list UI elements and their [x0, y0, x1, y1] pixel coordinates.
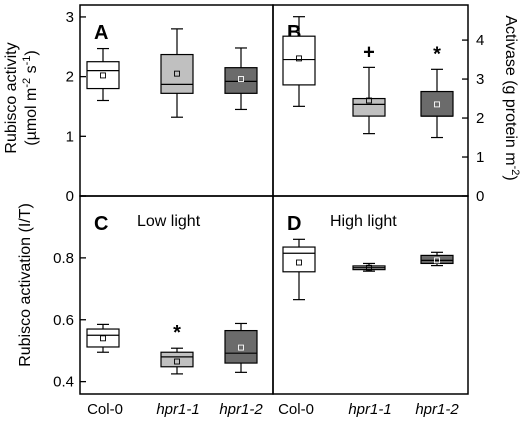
panel-c-note: Low light — [137, 213, 201, 230]
y-title-top-right: Activase (g protein m-2) — [502, 15, 520, 180]
panel-a-hpr1-1-mean — [174, 70, 180, 77]
unit-part-3: ) — [23, 50, 40, 55]
panel-b-hpr1-1-box: + — [352, 41, 386, 135]
panel-b-col0-box — [282, 16, 316, 107]
panel-b-hpr1-2-mean — [434, 101, 440, 108]
unit-sup-2: -1 — [21, 56, 33, 66]
panel-b-col0-mean — [296, 55, 302, 62]
panel-c-hpr1-2-mean — [238, 344, 244, 351]
panel-b-ytick-label-0: 0 — [476, 188, 484, 205]
panel-c-col0-iqr — [86, 328, 120, 348]
y-title-bottom-left: Rubisco activation (I/T) — [17, 203, 34, 367]
panel-c-ytick-label-2: 0.8 — [53, 250, 74, 267]
panel-a-col0-iqr — [86, 61, 120, 90]
panel-c-col0-mean — [100, 335, 106, 342]
panel-d-col0-box — [282, 238, 316, 301]
panel-c: 0.4 0.6 0.8 C Low light * — [53, 195, 274, 395]
unit-sup-1: -2 — [21, 78, 33, 88]
panel-a-hpr1-1-box — [160, 28, 194, 118]
panel-a-ytick-label-0: 0 — [66, 188, 74, 205]
panel-d-hpr1-1-box — [352, 262, 386, 272]
panel-a-ytick-label-2: 2 — [66, 69, 74, 86]
panel-c-hpr1-1-iqr — [160, 351, 194, 368]
panel-b-ytick-label-1: 1 — [476, 149, 484, 166]
panel-b-ytick-label-2: 2 — [476, 110, 484, 127]
panel-a-letter: A — [94, 22, 108, 44]
panel-d-col0-iqr — [282, 246, 316, 273]
panel-c-letter: C — [94, 213, 108, 235]
panel-d-col0-mean — [296, 259, 302, 266]
panel-c-hpr1-1-significance: * — [173, 322, 181, 344]
category-label-hpr1-1-left: hpr1-1 — [156, 401, 199, 418]
panel-c-hpr1-1-mean — [174, 358, 180, 365]
panel-c-ytick-label-0: 0.4 — [53, 374, 74, 391]
panel-a: 0 1 2 3 A — [66, 4, 274, 205]
panel-a-hpr1-1-iqr — [160, 53, 194, 94]
panel-c-hpr1-2-box — [224, 322, 258, 373]
panel-b-hpr1-1-mean — [366, 97, 372, 104]
panel-d-hpr1-2-iqr — [420, 254, 454, 265]
category-label-col0-left: Col-0 — [87, 401, 123, 418]
panel-b-hpr1-1-iqr — [352, 97, 386, 117]
panel-d-letter: D — [287, 213, 301, 235]
activase-part-1: Activase (g protein m — [502, 15, 519, 165]
panel-d: D High light — [272, 195, 469, 395]
category-label-col0-right: Col-0 — [278, 401, 314, 418]
panel-d-hpr1-1-mean — [366, 264, 372, 271]
panel-b-ytick-label-4: 4 — [476, 32, 484, 49]
activase-sup: -2 — [509, 166, 520, 176]
panel-c-col0-box — [86, 323, 120, 353]
y-title-top-left: Rubisco activity — [3, 42, 20, 153]
panel-a-hpr1-2-mean — [238, 76, 244, 82]
panel-d-frame — [272, 195, 469, 395]
category-label-hpr1-2-left: hpr1-2 — [219, 401, 263, 418]
unit-part-2: s — [23, 65, 40, 77]
panel-a-hpr1-2-iqr — [224, 67, 258, 94]
panel-a-ytick-label-3: 3 — [66, 9, 74, 26]
panel-b-hpr1-1-significance: + — [363, 41, 375, 63]
panel-b-ytick-label-3: 3 — [476, 71, 484, 88]
panel-d-note: High light — [330, 213, 397, 230]
panel-b-hpr1-2-box: * — [420, 43, 454, 139]
panel-b-hpr1-2-significance: * — [433, 43, 441, 65]
panel-c-ytick-label-1: 0.6 — [53, 312, 74, 329]
panel-a-ytick-label-1: 1 — [66, 128, 74, 145]
category-label-hpr1-1-right: hpr1-1 — [348, 401, 391, 418]
panel-a-col0-mean — [100, 72, 106, 79]
activase-part-2: ) — [502, 175, 519, 180]
panel-d-hpr1-2-mean — [434, 257, 440, 264]
panel-b-hpr1-2-iqr — [420, 90, 454, 117]
panel-d-hpr1-2-box — [420, 251, 454, 267]
unit-part-1: (µmol m — [23, 88, 40, 146]
panel-a-col0-box — [86, 47, 120, 102]
y-unit-top-left: (µmol m-2 s-1) — [21, 50, 40, 145]
panel-c-hpr1-1-box: * — [160, 322, 194, 375]
panel-a-hpr1-2-box — [224, 47, 258, 111]
category-label-hpr1-2-right: hpr1-2 — [415, 401, 459, 418]
panel-c-hpr1-2-iqr — [224, 329, 258, 364]
